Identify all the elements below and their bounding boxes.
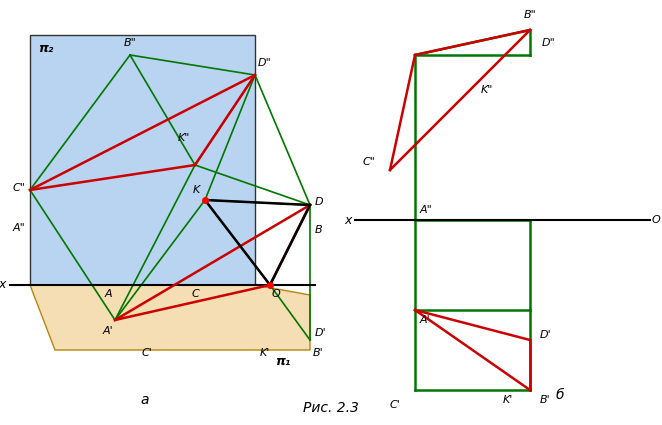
Text: A": A" [13,223,25,233]
Text: A': A' [420,315,430,325]
Text: D: D [315,197,324,207]
Text: K: K [193,185,200,195]
Text: π₂: π₂ [38,42,54,55]
Text: O: O [272,289,281,299]
Text: A': A' [103,326,113,336]
Text: K": K" [177,133,190,143]
Text: B': B' [313,348,324,358]
Text: K': K' [503,395,513,405]
Text: x: x [0,278,6,292]
Text: A": A" [420,205,433,215]
Text: C: C [191,289,199,299]
Text: O: O [652,215,661,225]
Polygon shape [30,285,310,350]
Text: Рис. 2.3: Рис. 2.3 [303,401,359,415]
Text: C': C' [142,348,152,358]
Polygon shape [30,35,255,285]
Text: D': D' [315,328,326,338]
Text: B": B" [124,38,136,48]
Text: π₁: π₁ [275,355,290,368]
Text: K": K" [481,85,493,95]
Text: x: x [345,213,352,227]
Text: C": C" [362,157,375,167]
Text: B": B" [524,10,536,20]
Text: C': C' [389,400,400,410]
Text: D": D" [542,38,556,48]
Text: B: B [315,225,322,235]
Text: B': B' [540,395,551,405]
Text: A: A [104,289,112,299]
Text: C": C" [12,183,25,193]
Text: K': K' [260,348,270,358]
Text: a: a [141,393,149,407]
Text: D": D" [258,58,271,68]
Text: D': D' [540,330,551,340]
Text: б: б [556,388,564,402]
